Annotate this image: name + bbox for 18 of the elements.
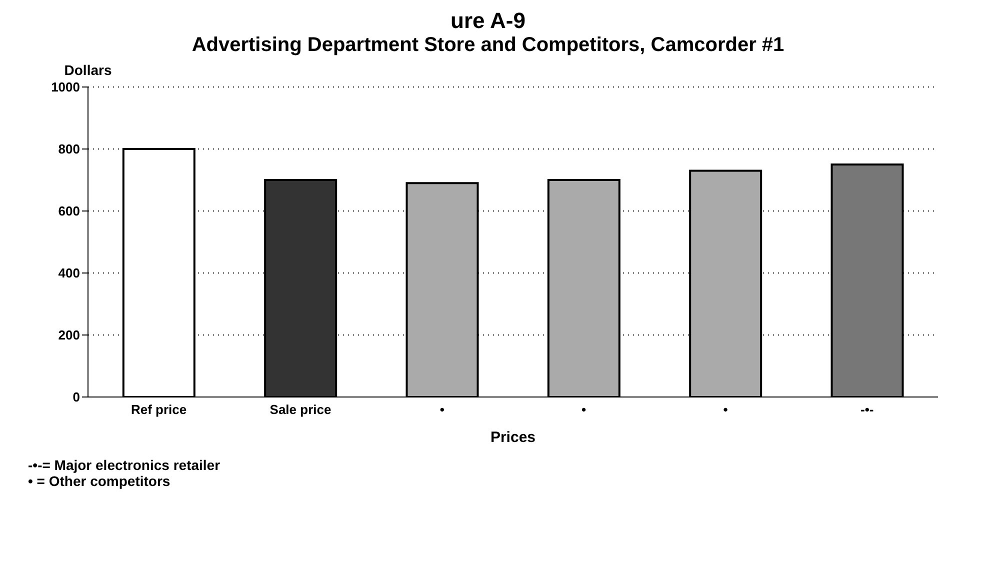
x-tick-label: • (582, 402, 587, 418)
text: -•-= Major electronics retailer (28, 457, 222, 473)
y-tick-label: 1000 (51, 80, 80, 95)
y-tick-label: 800 (58, 142, 80, 157)
x-tick-label: -•- (860, 402, 874, 418)
chart-title: ure A-9 (450, 8, 526, 34)
chart-subtitle: Advertising Department Store and Competitors, Camcorder #1 (190, 34, 786, 57)
x-axis-title: Prices (490, 429, 536, 446)
text: • = Other competitors (28, 473, 172, 489)
y-tick-label: 600 (58, 204, 80, 219)
x-tick-label: Ref price (131, 402, 187, 418)
x-tick-label: • (723, 402, 728, 418)
y-tick-label: 200 (58, 328, 80, 343)
x-tick-label: • (440, 402, 445, 418)
y-tick-label: 400 (58, 266, 80, 281)
y-axis-title: Dollars (64, 62, 112, 78)
y-tick-label: 0 (72, 390, 80, 405)
x-tick-label: Sale price (270, 402, 332, 418)
